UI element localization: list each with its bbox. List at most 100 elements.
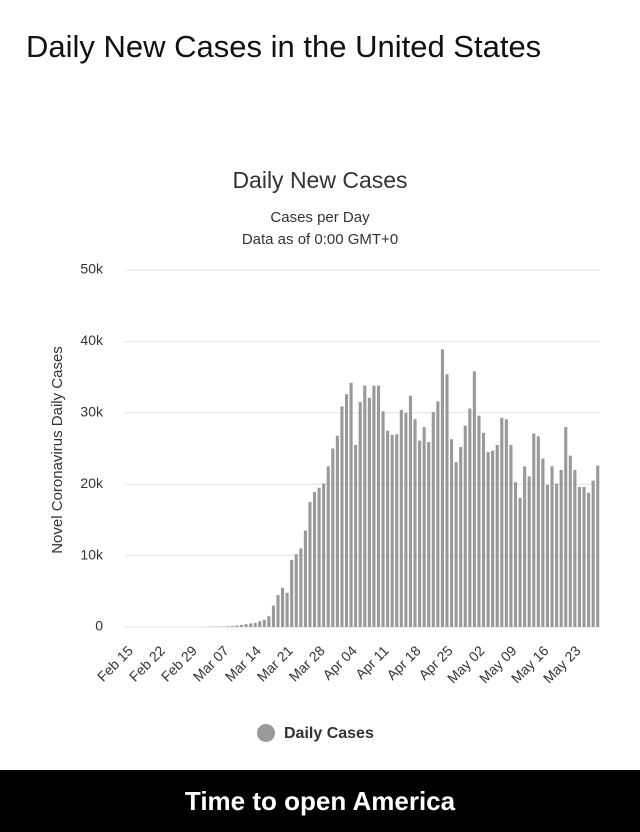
bar xyxy=(285,592,289,627)
bar xyxy=(463,425,467,627)
bar xyxy=(541,458,545,627)
bar xyxy=(363,385,367,627)
bar xyxy=(395,434,399,627)
bar xyxy=(235,625,239,627)
bar xyxy=(390,434,394,627)
bar xyxy=(500,417,504,627)
bar xyxy=(504,419,508,627)
bar xyxy=(422,427,426,627)
bar xyxy=(226,626,230,627)
bar xyxy=(587,492,591,627)
bar xyxy=(308,502,312,627)
bar xyxy=(450,439,454,627)
bar xyxy=(262,619,266,627)
bar xyxy=(536,436,540,627)
bar xyxy=(331,448,335,627)
chart-title: Daily New Cases xyxy=(232,167,407,193)
y-tick-label: 50k xyxy=(80,261,104,277)
bar xyxy=(436,401,440,627)
bar xyxy=(267,616,271,627)
bar xyxy=(294,554,298,627)
bar xyxy=(459,447,463,627)
bar xyxy=(386,430,390,627)
bar xyxy=(413,419,417,627)
y-tick-label: 30k xyxy=(80,404,104,420)
legend-label: Daily Cases xyxy=(284,725,374,742)
bar xyxy=(573,469,577,627)
y-tick-label: 40k xyxy=(80,332,104,348)
bar xyxy=(344,394,349,627)
bar xyxy=(340,406,344,627)
x-tick-label: Mar 28 xyxy=(286,642,328,684)
bar xyxy=(418,440,422,627)
bar xyxy=(591,480,595,627)
bar xyxy=(335,435,339,627)
bar xyxy=(440,349,444,627)
bar xyxy=(258,621,262,627)
bar xyxy=(491,450,495,627)
bar xyxy=(290,559,294,627)
chart: Daily New Cases Cases per Day Data as of… xyxy=(49,167,600,742)
y-tick-label: 0 xyxy=(95,618,103,634)
bar xyxy=(276,594,280,627)
bar xyxy=(281,587,285,627)
bar xyxy=(354,444,358,627)
bar xyxy=(358,402,362,627)
bar xyxy=(408,395,413,627)
bar xyxy=(244,624,248,627)
caption: Time to open America xyxy=(0,770,640,832)
chart-note: Data as of 0:00 GMT+0 xyxy=(242,231,398,248)
bar xyxy=(381,411,385,627)
bar xyxy=(431,412,435,627)
bar xyxy=(509,444,513,627)
bar xyxy=(513,482,518,627)
bar xyxy=(555,483,559,627)
bar xyxy=(372,385,376,627)
bar xyxy=(472,371,476,627)
bar xyxy=(399,409,403,627)
bar xyxy=(376,385,381,627)
bar xyxy=(299,548,303,627)
bar xyxy=(568,455,572,627)
y-tick-label: 20k xyxy=(80,475,104,491)
bar xyxy=(481,432,486,627)
bar xyxy=(486,452,490,627)
bar xyxy=(532,433,536,627)
bar xyxy=(550,466,554,627)
bar xyxy=(523,466,527,627)
bar xyxy=(445,374,449,627)
bar xyxy=(239,624,244,627)
bar xyxy=(322,483,326,627)
y-axis-label: Novel Coronavirus Daily Cases xyxy=(49,346,66,554)
bar xyxy=(545,484,550,627)
bar xyxy=(253,622,257,627)
bar xyxy=(312,492,317,627)
bar xyxy=(404,412,408,627)
bar xyxy=(303,530,307,627)
x-tick-label: Apr 11 xyxy=(352,642,392,682)
bar xyxy=(249,623,253,627)
bar xyxy=(230,626,234,627)
bar xyxy=(468,408,472,627)
page-title: Daily New Cases in the United States xyxy=(26,29,542,64)
bar xyxy=(559,469,563,627)
legend-marker xyxy=(257,724,275,742)
chart-subtitle: Cases per Day xyxy=(270,209,370,226)
bar xyxy=(596,465,600,627)
bar xyxy=(564,427,568,627)
y-tick-label: 10k xyxy=(80,546,104,562)
bar xyxy=(454,462,458,627)
x-tick-label: Apr 18 xyxy=(383,642,424,683)
bar xyxy=(527,476,531,627)
bar xyxy=(349,382,353,627)
bar xyxy=(518,497,522,627)
bar xyxy=(582,487,586,627)
bar xyxy=(326,466,330,627)
bar xyxy=(271,605,275,627)
bar xyxy=(427,442,431,627)
bar xyxy=(317,487,321,627)
bar xyxy=(367,397,371,627)
bar xyxy=(477,415,481,627)
bar xyxy=(495,444,499,627)
